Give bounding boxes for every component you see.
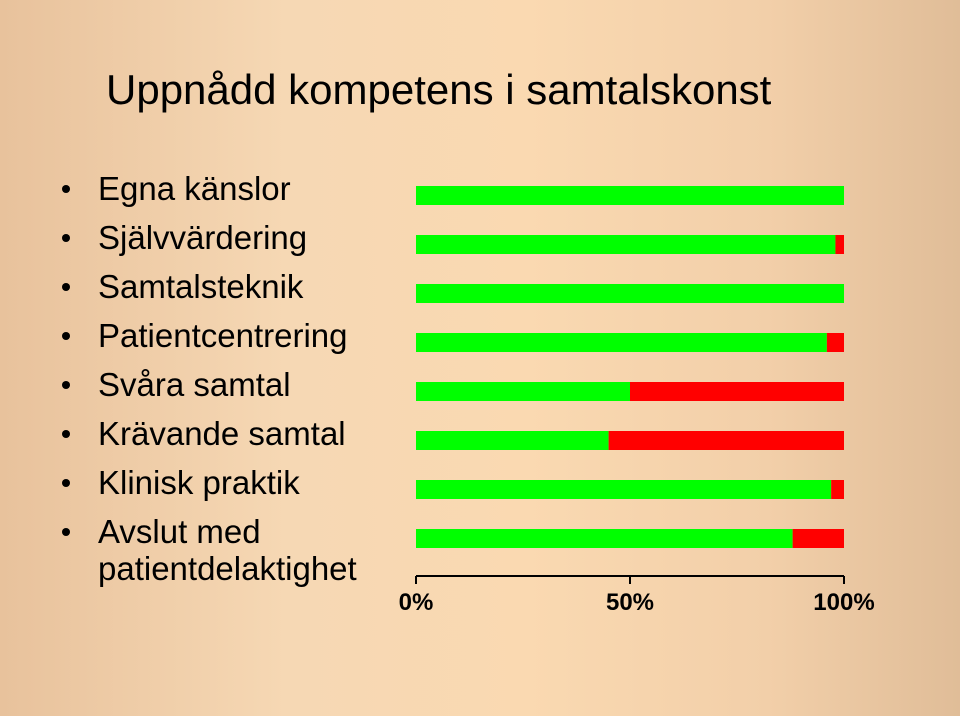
x-tick-label: 0% xyxy=(399,589,434,616)
bullet-dot-icon xyxy=(62,185,70,193)
bar-segment-red xyxy=(608,431,844,450)
bullet-item: Självvärdering xyxy=(62,219,357,256)
bullet-item: Klinisk praktik xyxy=(62,464,357,501)
bullet-dot-icon xyxy=(62,332,70,340)
bullet-dot-icon xyxy=(62,430,70,438)
bullet-label: Samtalsteknik xyxy=(98,268,304,305)
slide-title: Uppnådd kompetens i samtalskonst xyxy=(106,66,772,113)
bar-segment-green xyxy=(416,333,827,352)
bullet-dot-icon xyxy=(62,528,70,536)
bullet-item: Svåra samtal xyxy=(62,366,357,403)
bullet-item: Patientcentrering xyxy=(62,317,357,354)
bullet-label: Egna känslor xyxy=(98,170,291,207)
category-bullet-list: Egna känslor Självvärdering Samtalstekni… xyxy=(62,170,357,599)
bullet-label: Klinisk praktik xyxy=(98,464,300,501)
bar-segment-green xyxy=(416,382,630,401)
x-tick-label: 50% xyxy=(606,589,654,616)
bullet-dot-icon xyxy=(62,283,70,291)
bar-segment-green xyxy=(416,529,793,548)
bullet-dot-icon xyxy=(62,479,70,487)
x-tick-label: 100% xyxy=(813,589,874,616)
bar-segment-red xyxy=(826,333,844,352)
bullet-label: Patientcentrering xyxy=(98,317,348,354)
bar-segment-green xyxy=(416,235,836,254)
bar-segment-green xyxy=(416,284,844,303)
bar-segment-green xyxy=(416,431,609,450)
bar-segment-red xyxy=(630,382,844,401)
bullet-item: Egna känslor xyxy=(62,170,357,207)
bullet-item: Samtalsteknik xyxy=(62,268,357,305)
bullet-label: Självvärdering xyxy=(98,219,308,256)
bullet-label: Svåra samtal xyxy=(98,366,291,403)
bar-segment-red xyxy=(792,529,844,548)
bullet-item: Avslut med patientdelaktighet xyxy=(62,513,357,587)
bullet-label: Avslut med patientdelaktighet xyxy=(98,513,357,587)
bullet-label: Krävande samtal xyxy=(98,415,346,452)
bar-segment-red xyxy=(835,235,844,254)
bar-segment-green xyxy=(416,186,844,205)
bar-segment-red xyxy=(831,480,844,499)
bullet-dot-icon xyxy=(62,381,70,389)
bullet-item: Krävande samtal xyxy=(62,415,357,452)
bullet-dot-icon xyxy=(62,234,70,242)
bar-segment-green xyxy=(416,480,832,499)
